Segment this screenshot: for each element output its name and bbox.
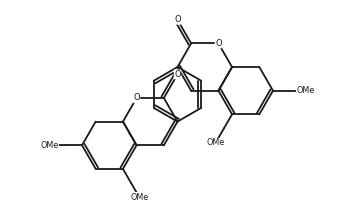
Text: O: O [133, 94, 140, 102]
Text: OMe: OMe [296, 86, 315, 95]
Text: OMe: OMe [130, 193, 148, 202]
Text: OMe: OMe [207, 138, 225, 147]
Text: O: O [215, 39, 222, 48]
Text: O: O [174, 15, 181, 24]
Text: O: O [174, 70, 181, 79]
Text: OMe: OMe [40, 141, 59, 150]
